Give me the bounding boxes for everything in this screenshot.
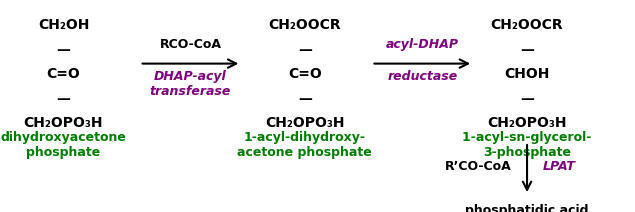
Text: CH₂OOCR: CH₂OOCR — [269, 18, 341, 32]
Text: DHAP-acyl
transferase: DHAP-acyl transferase — [150, 70, 231, 98]
Text: 1-acyl-​sn​-glycerol-
3-phosphate: 1-acyl-​sn​-glycerol- 3-phosphate — [462, 131, 592, 159]
Text: R’CO-CoA: R’CO-CoA — [444, 160, 511, 173]
Text: C=O: C=O — [288, 67, 322, 81]
Text: —: — — [298, 43, 312, 57]
Text: —: — — [57, 43, 70, 57]
Text: acyl-DHAP: acyl-DHAP — [386, 38, 458, 51]
Text: dihydroxyacetone
phosphate: dihydroxyacetone phosphate — [1, 131, 126, 159]
Text: phosphatidic acid: phosphatidic acid — [465, 204, 589, 212]
Text: LPAT: LPAT — [543, 160, 576, 173]
Text: CH₂OOCR: CH₂OOCR — [491, 18, 563, 32]
Text: CHOH: CHOH — [504, 67, 550, 81]
Text: —: — — [57, 92, 70, 106]
Text: CH₂OPO₃H: CH₂OPO₃H — [265, 116, 345, 130]
Text: reductase: reductase — [387, 70, 457, 83]
Text: CH₂OPO₃H: CH₂OPO₃H — [487, 116, 567, 130]
Text: RCO-CoA: RCO-CoA — [159, 38, 222, 51]
Text: —: — — [520, 43, 534, 57]
Text: CH₂OH: CH₂OH — [38, 18, 89, 32]
Text: —: — — [520, 92, 534, 106]
Text: C=O: C=O — [46, 67, 81, 81]
Text: —: — — [298, 92, 312, 106]
Text: 1-acyl-dihydroxy-
acetone phosphate: 1-acyl-dihydroxy- acetone phosphate — [237, 131, 372, 159]
Text: CH₂OPO₃H: CH₂OPO₃H — [23, 116, 104, 130]
